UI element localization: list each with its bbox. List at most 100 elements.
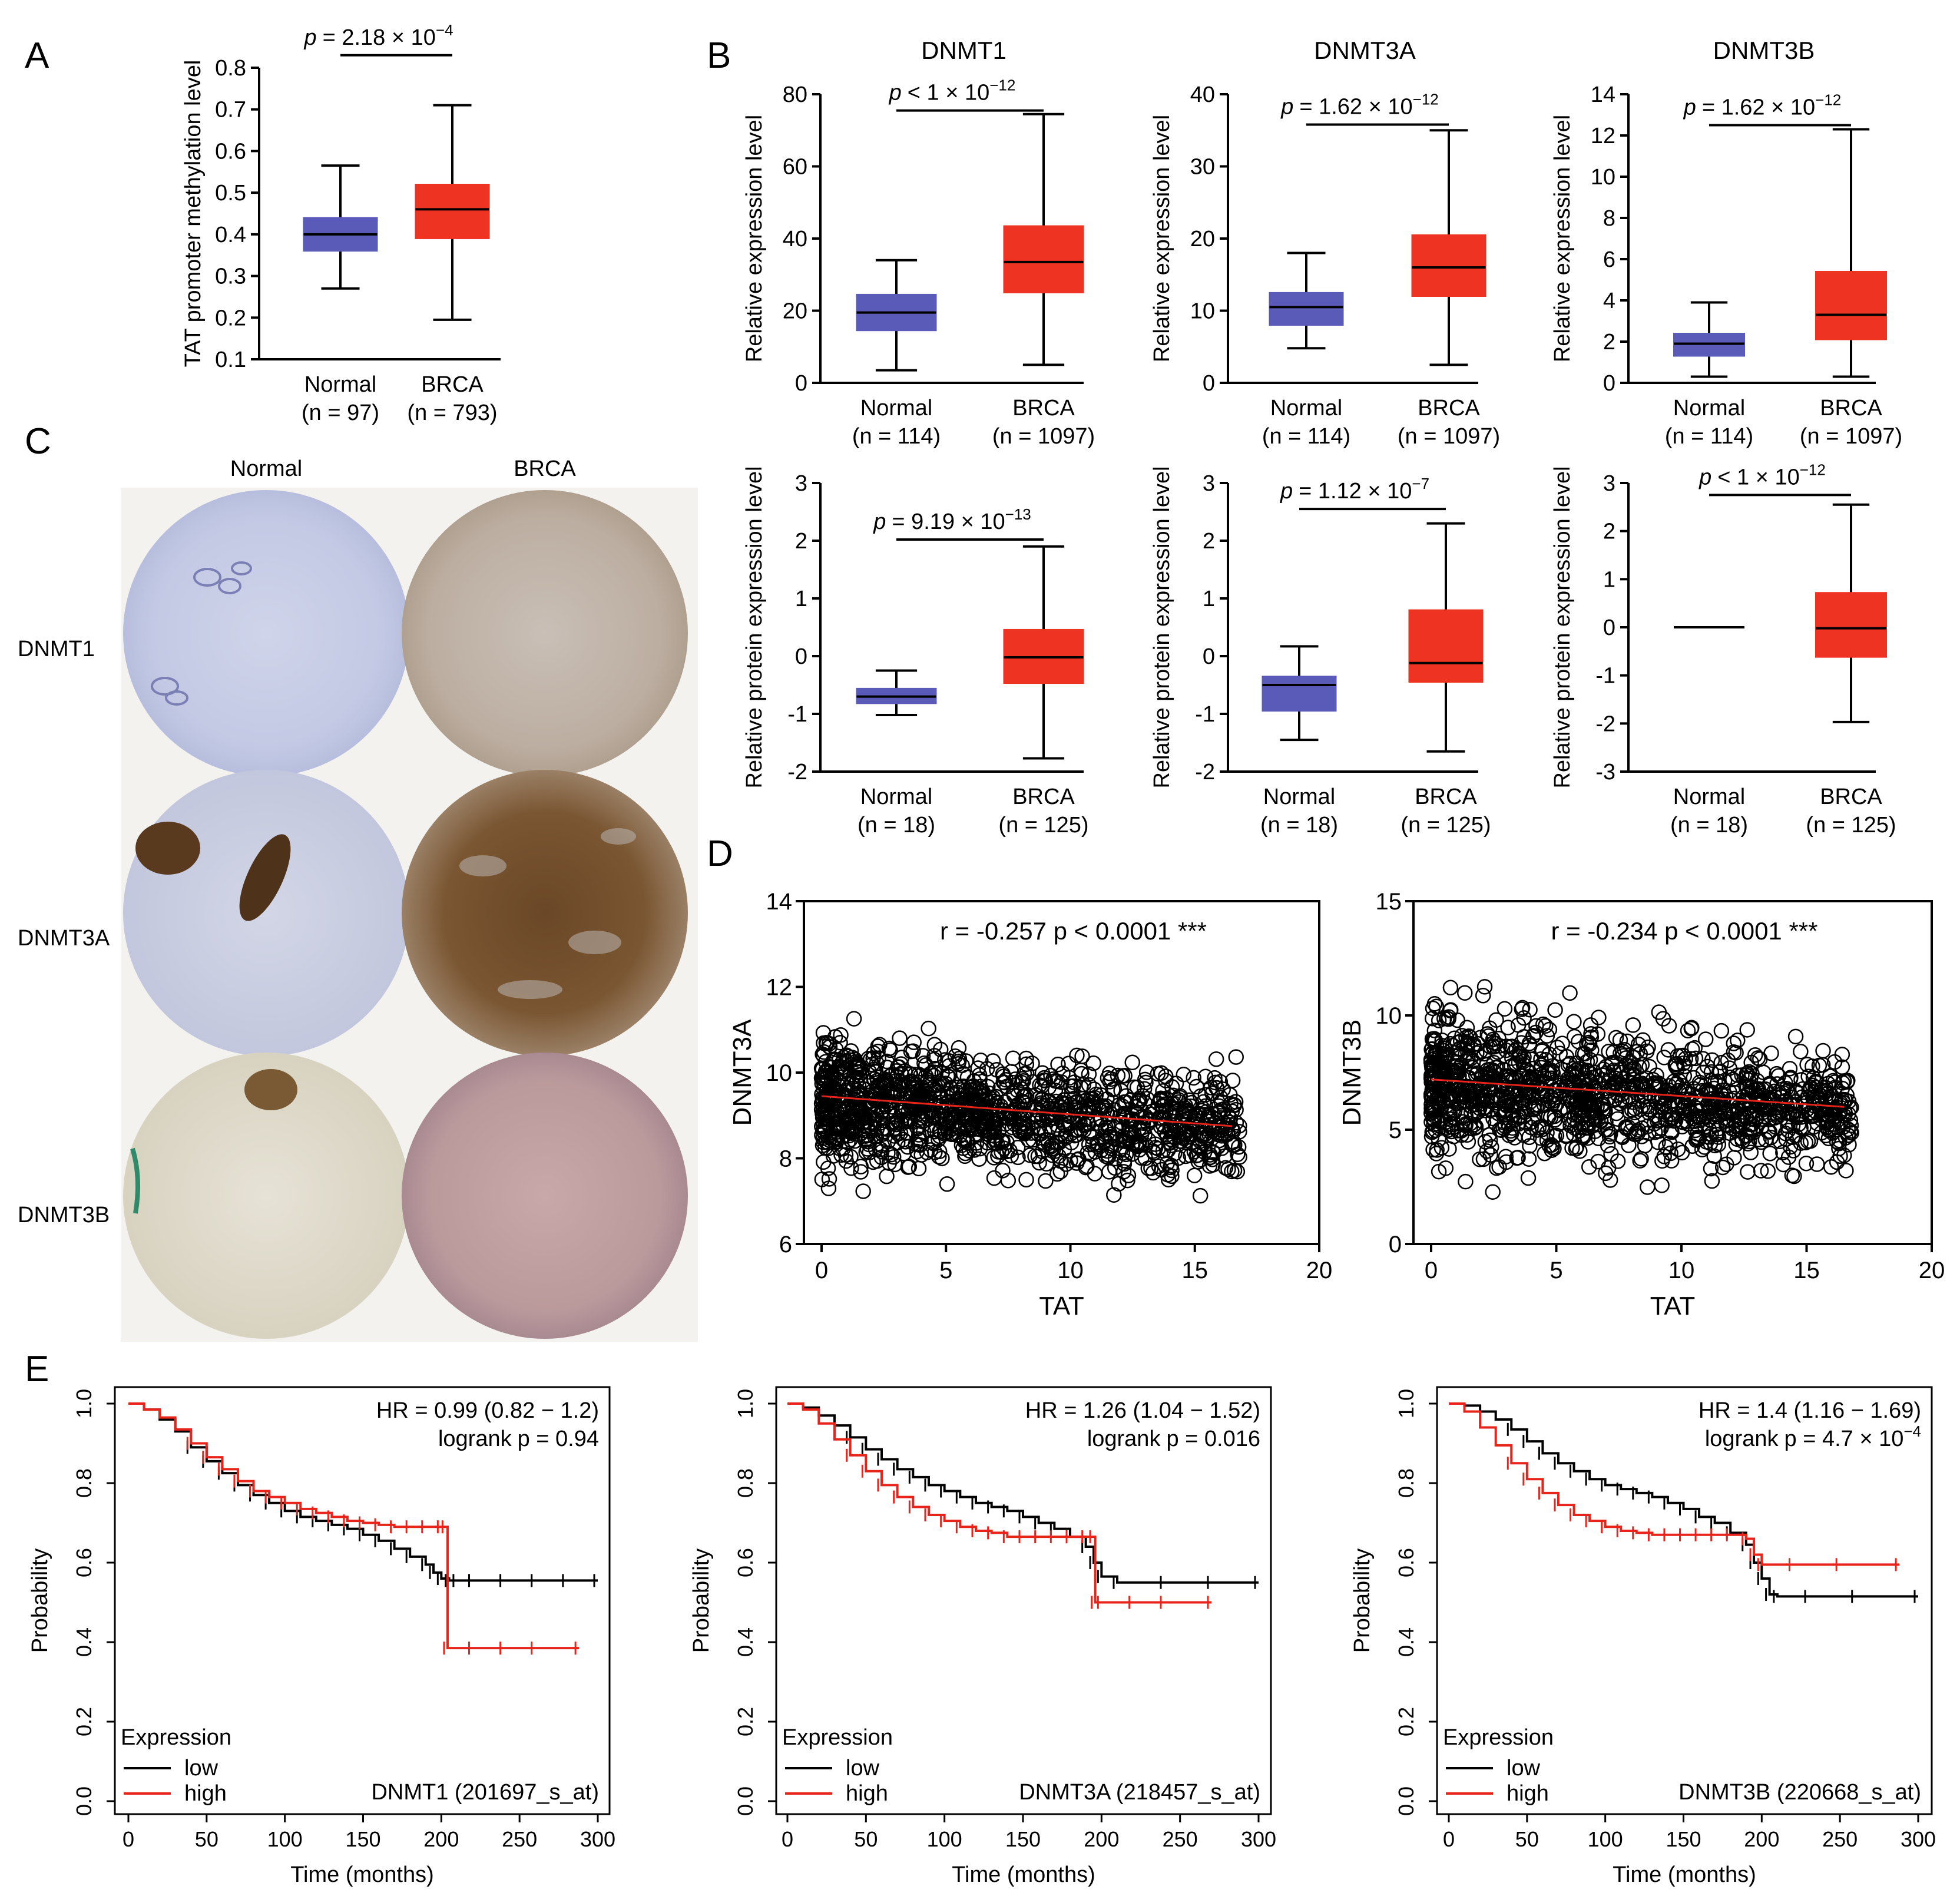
x-tick-label: 300 [1901, 1827, 1936, 1851]
scatter-point [1601, 1043, 1617, 1060]
scatter-point [1485, 1184, 1501, 1200]
scatter-point [955, 1140, 971, 1156]
scatter-point [1481, 1028, 1497, 1044]
scatter-point [1488, 1095, 1504, 1111]
scatter-point [1574, 1102, 1590, 1119]
scatter-point [1488, 1012, 1504, 1028]
scatter-point [1793, 1135, 1809, 1151]
scatter-point [1004, 1119, 1021, 1136]
scatter-point [1486, 1054, 1502, 1071]
scatter-point [893, 1067, 910, 1083]
y-tick-label: 0.2 [1394, 1707, 1418, 1736]
scatter-point [1683, 1051, 1699, 1067]
ihc-column-normal: Normal [230, 456, 302, 481]
y-tick-label: 6 [779, 1232, 792, 1258]
scatter-point [1605, 1044, 1621, 1061]
scatter-point [1778, 1081, 1795, 1097]
scatter-point [853, 1060, 869, 1076]
scatter-point [1815, 1057, 1831, 1073]
scatter-point [859, 1141, 876, 1157]
scatter-point [1170, 1150, 1187, 1166]
scatter-point [1186, 1144, 1203, 1160]
scatter-point [1063, 1078, 1079, 1094]
legend-title: Expression [1443, 1725, 1554, 1750]
y-tick-label: 3 [795, 471, 807, 496]
scatter-point [814, 1172, 830, 1187]
scatter-point [962, 1094, 979, 1110]
scatter-point [1479, 1143, 1495, 1159]
scatter-point [1423, 1086, 1439, 1103]
y-axis-label: Relative protein expression level [1150, 466, 1174, 788]
scatter-point [1117, 1153, 1133, 1169]
ihc-column-brca: BRCA [514, 456, 576, 481]
y-tick-label: 14 [1591, 82, 1615, 107]
scatter-point [956, 1130, 972, 1146]
group-n-label: (n = 1097) [1800, 424, 1902, 449]
box-chart-b2: 0 10 20 30 40 Relative expression level DNMT3A… [1150, 37, 1500, 449]
scatter-point [837, 1053, 854, 1069]
scatter-point [851, 1067, 868, 1083]
survival-curve-low [128, 1402, 598, 1582]
ihc-row-dnmt3a: DNMT3A [18, 926, 110, 951]
x-tick-label: 50 [854, 1827, 878, 1851]
scatter-point [1425, 1056, 1442, 1073]
scatter-point [1600, 1137, 1616, 1154]
scatter-points [1423, 979, 1860, 1200]
scatter-point [1161, 1104, 1177, 1121]
p-exponent: −12 [1413, 90, 1439, 108]
scatter-point [1009, 1139, 1026, 1156]
y-tick-label: 1 [795, 587, 807, 611]
scatter-point [1541, 1066, 1557, 1081]
scatter-point [1726, 1150, 1742, 1166]
scatter-point [1441, 1011, 1456, 1027]
scatter-point [1438, 1047, 1454, 1063]
survival-curve-high [1449, 1402, 1900, 1566]
y-tick-label: 5 [1389, 1117, 1402, 1143]
scatter-point [921, 1020, 936, 1037]
scatter-point [1789, 1109, 1805, 1126]
y-tick-label: 40 [1190, 82, 1215, 107]
scatter-point [1834, 1047, 1850, 1063]
y-tick-label: 0.4 [215, 223, 246, 247]
scatter-point [820, 1129, 836, 1144]
legend-high-label: high [846, 1781, 888, 1806]
x-tick-label: 300 [580, 1827, 615, 1851]
y-tick-label: 0.8 [1394, 1468, 1418, 1498]
scatter-point [892, 1030, 908, 1046]
scatter-point [1767, 1119, 1783, 1135]
y-tick-label: 1.0 [72, 1389, 96, 1418]
scatter-point [1018, 1050, 1034, 1067]
scatter-point [1505, 1073, 1521, 1089]
scatter-points [813, 1011, 1247, 1204]
p-symbol: p [873, 509, 886, 534]
scatter-point [1787, 1028, 1804, 1045]
group-n-label: (n = 114) [852, 424, 941, 449]
y-tick-label: 30 [1190, 155, 1215, 180]
x-tick-label: 0 [815, 1258, 828, 1283]
y-tick-label: 20 [783, 299, 807, 324]
y-axis-label: TAT promoter methylation level [181, 60, 206, 368]
y-tick-label: 0.6 [1394, 1548, 1418, 1577]
scatter-point [1143, 1160, 1159, 1176]
scatter-point [826, 1072, 842, 1088]
scatter-point [1482, 1147, 1499, 1163]
ihc-tissue-normal-dnmt3a [123, 770, 409, 1056]
scatter-point [1460, 1134, 1476, 1150]
ihc-tissue-normal-dnmt1 [123, 490, 409, 776]
survival-curve-low [1449, 1402, 1918, 1598]
scatter-point [1676, 1068, 1693, 1084]
y-axis-label: DNMT3A [728, 1019, 757, 1126]
scatter-point [1585, 1103, 1601, 1120]
scatter-point [1835, 1075, 1851, 1091]
scatter-point [1787, 1083, 1803, 1099]
scatter-point [1448, 1045, 1464, 1061]
scatter-point [1577, 1127, 1592, 1144]
y-tick-label: 0 [795, 644, 807, 669]
scatter-point [1822, 1122, 1838, 1139]
scatter-point [890, 1134, 906, 1151]
scatter-point [1709, 1106, 1724, 1121]
scatter-point [1081, 1077, 1097, 1093]
scatter-point [815, 1106, 830, 1122]
scatter-point [1704, 1173, 1720, 1189]
scatter-point [1683, 1104, 1699, 1120]
